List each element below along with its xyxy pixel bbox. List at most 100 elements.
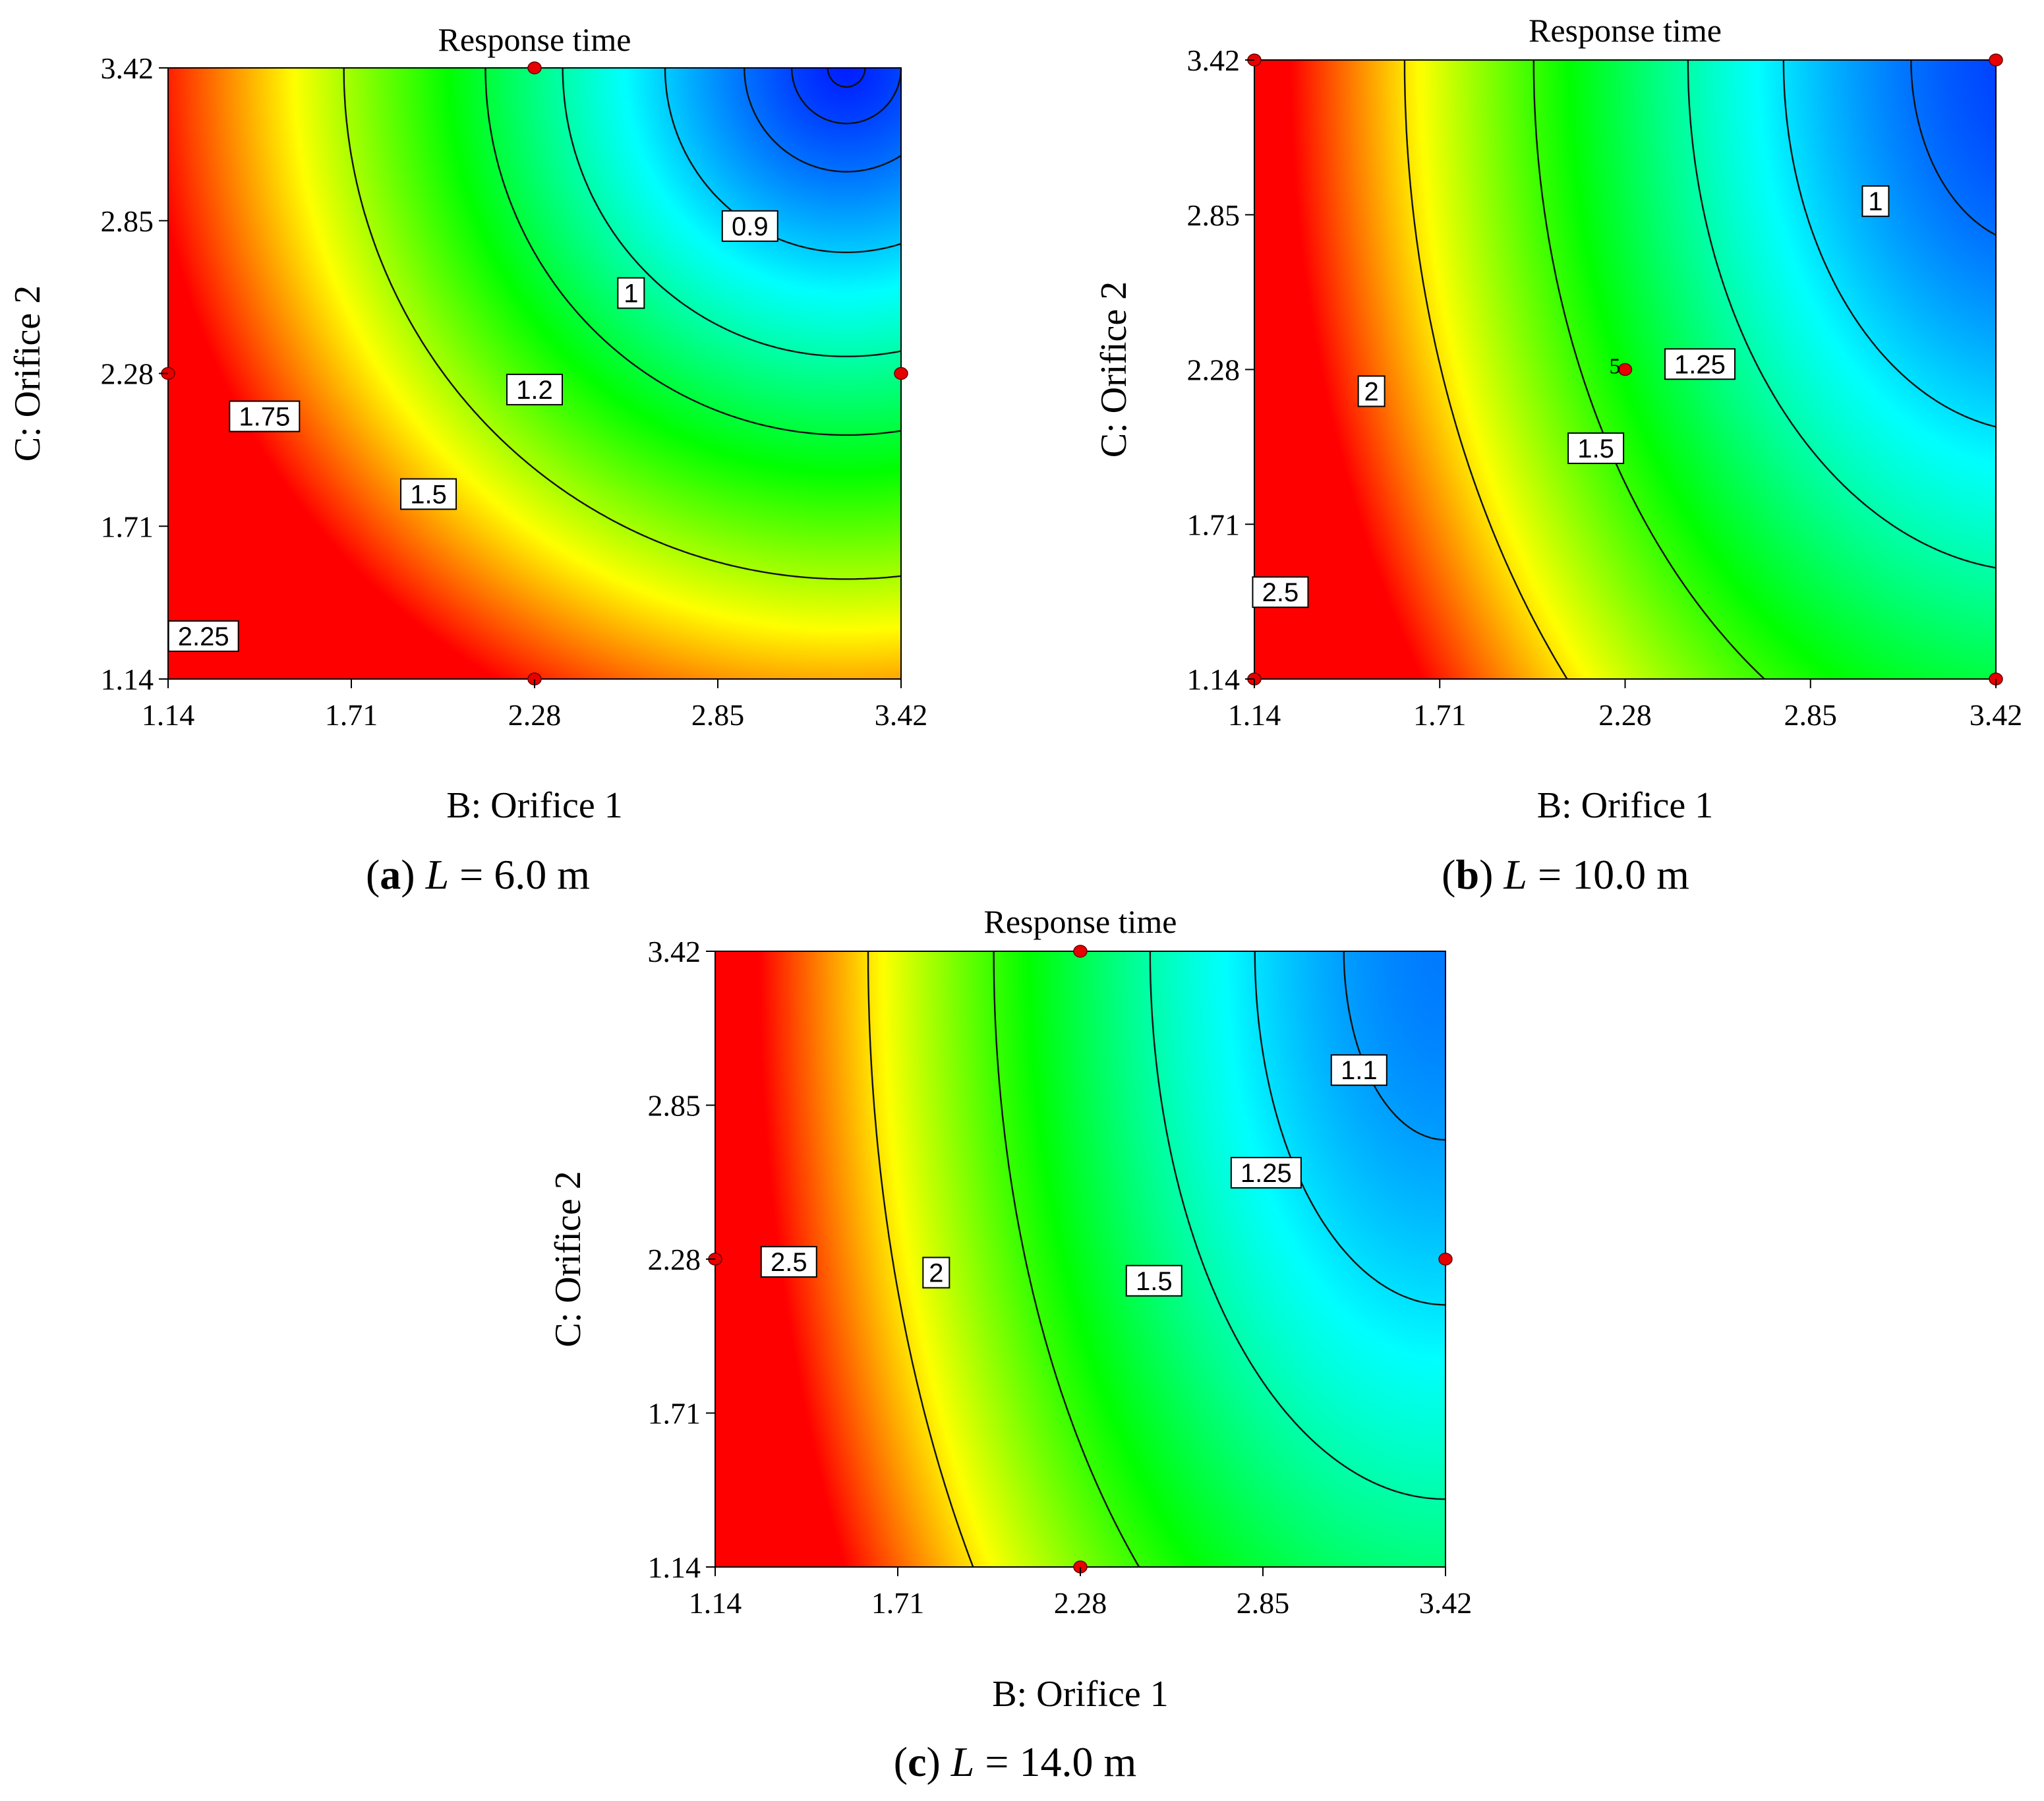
design-point (1073, 945, 1088, 958)
x-tick-label: 1.71 (871, 1586, 925, 1620)
y-tick-label: 3.42 (1187, 44, 1241, 77)
design-point (1618, 363, 1633, 376)
caption-letter: a (380, 851, 401, 898)
y-tick-label: 1.71 (1187, 508, 1241, 541)
y-tick-label: 2.28 (1187, 353, 1241, 387)
contour-label-text: 1.2 (516, 376, 553, 405)
contour-line-1 (1910, 60, 1997, 236)
contour-label-text: 1.5 (410, 480, 447, 509)
x-tick-label: 2.28 (508, 698, 562, 732)
contour-label-text: 1.75 (239, 403, 290, 432)
x-tick-label: 2.28 (1054, 1586, 1107, 1620)
caption-value: = 10.0 m (1527, 851, 1689, 898)
contour-line-2.5 (867, 951, 974, 1568)
caption-value: = 14.0 m (974, 1738, 1136, 1785)
heatmap-a (168, 68, 901, 679)
contour-label-text: 0.9 (732, 212, 769, 241)
y-axis-label: C: Orifice 2 (1094, 281, 1134, 458)
design-point (1438, 1253, 1453, 1266)
panel-caption: (a) L = 6.0 m (366, 851, 590, 898)
contour-line-0.9 (790, 67, 902, 125)
contour-label: 2.5 (1252, 576, 1309, 608)
x-tick-label: 2.28 (1598, 698, 1652, 732)
contour-label: 1.75 (229, 400, 301, 432)
contour-label-text: 1.1 (1341, 1056, 1378, 1085)
x-axis-label: B: Orifice 1 (1537, 785, 1713, 826)
x-tick-label: 2.85 (1784, 698, 1838, 732)
contour-label-text: 1.5 (1577, 434, 1614, 463)
y-tick-label: 1.14 (648, 1550, 701, 1584)
contour-label-text: 1.25 (1674, 350, 1726, 379)
contour-line-1.5 (1149, 951, 1446, 1500)
contour-label: 2 (922, 1256, 950, 1289)
contour-line-0.84 (827, 67, 866, 88)
contour-label-text: 2 (929, 1258, 943, 1287)
y-tick-label: 2.28 (648, 1243, 701, 1276)
x-tick-label: 2.85 (1237, 1586, 1290, 1620)
y-tick-label: 2.85 (648, 1089, 701, 1123)
contour-label-text: 1 (1868, 187, 1883, 216)
contour-label: 1 (617, 277, 645, 309)
contour-line-1.5 (562, 68, 902, 357)
contour-panel-c: 1.1 1.25 1.5 2 2.5 1.14 1.71 2.28 2.85 3.42 1.14 1.… (548, 903, 1472, 1785)
contour-line-1.25 (1782, 59, 1997, 428)
contour-line-2 (993, 951, 1140, 1568)
contour-line-1.5 (1687, 60, 1997, 569)
panel-title: Response time (1529, 12, 1722, 49)
y-tick-label: 3.42 (101, 51, 154, 85)
contour-label-text: 2.25 (178, 622, 229, 651)
contour-panel-b: 1 1.25 1.5 2 2.5 5 1.14 1.71 2.28 2.85 3.42 1.14 1.7… (1094, 12, 2022, 898)
contour-label: 1 (1861, 185, 1890, 218)
contour-panel-a: 0.9 1 1.2 1.5 1.75 2.25 1.14 1.71 2.28 2.85 3.42 1.… (7, 21, 927, 898)
panel-caption: (b) L = 10.0 m (1442, 851, 1689, 898)
heatmap-c (715, 951, 1445, 1567)
x-tick-label: 1.14 (142, 698, 195, 732)
design-point (527, 61, 542, 74)
y-axis-label: C: Orifice 2 (7, 285, 48, 461)
contour-line-2.25 (343, 68, 902, 580)
contour-label: 2 (1357, 375, 1386, 407)
contour-label: 1.5 (1567, 432, 1625, 464)
x-tick-label: 3.42 (1419, 1586, 1473, 1620)
caption-value: = 6.0 m (449, 851, 590, 898)
center-point-count: 5 (1610, 355, 1621, 379)
contour-label-text: 2.5 (771, 1248, 807, 1277)
y-axis-label: C: Orifice 2 (548, 1171, 589, 1347)
y-tick-label: 1.14 (1187, 663, 1241, 696)
caption-letter: b (1455, 851, 1479, 898)
x-tick-label: 3.42 (1970, 698, 2023, 732)
y-tick-label: 2.85 (1187, 198, 1241, 232)
contour-label: 1.2 (506, 373, 563, 405)
x-tick-label: 1.14 (1228, 698, 1281, 732)
x-axis-label: B: Orifice 1 (992, 1674, 1168, 1715)
contour-label-text: 1 (624, 280, 638, 309)
contour-label-text: 1.5 (1136, 1267, 1173, 1296)
contour-line-1 (744, 67, 902, 173)
panel-title: Response time (983, 903, 1177, 940)
x-tick-label: 2.85 (691, 698, 745, 732)
contour-label: 1.25 (1664, 348, 1736, 380)
y-tick-label: 3.42 (648, 935, 701, 968)
y-tick-label: 2.85 (101, 204, 154, 238)
caption-letter: c (908, 1738, 926, 1785)
y-tick-label: 1.14 (101, 663, 154, 696)
x-axis-label: B: Orifice 1 (446, 785, 622, 826)
contour-line-2.5 (1403, 59, 1568, 680)
design-point (1989, 53, 2003, 67)
x-tick-label: 1.14 (689, 1586, 742, 1620)
panel-title: Response time (438, 21, 631, 58)
contour-label: 2.25 (167, 620, 239, 652)
contour-label: 1.5 (1125, 1264, 1183, 1297)
y-tick-label: 1.71 (101, 510, 154, 543)
contour-label: 2.5 (760, 1246, 817, 1278)
x-tick-label: 1.71 (1413, 698, 1467, 732)
x-tick-label: 3.42 (875, 698, 928, 732)
contour-label: 1.1 (1330, 1054, 1387, 1086)
contour-label-text: 2 (1364, 377, 1379, 406)
y-tick-label: 1.71 (648, 1397, 701, 1431)
x-tick-label: 1.71 (325, 698, 378, 732)
contour-label: 1.25 (1230, 1156, 1302, 1189)
contour-line-1.75 (484, 68, 902, 436)
contour-label: 1.5 (400, 478, 457, 510)
